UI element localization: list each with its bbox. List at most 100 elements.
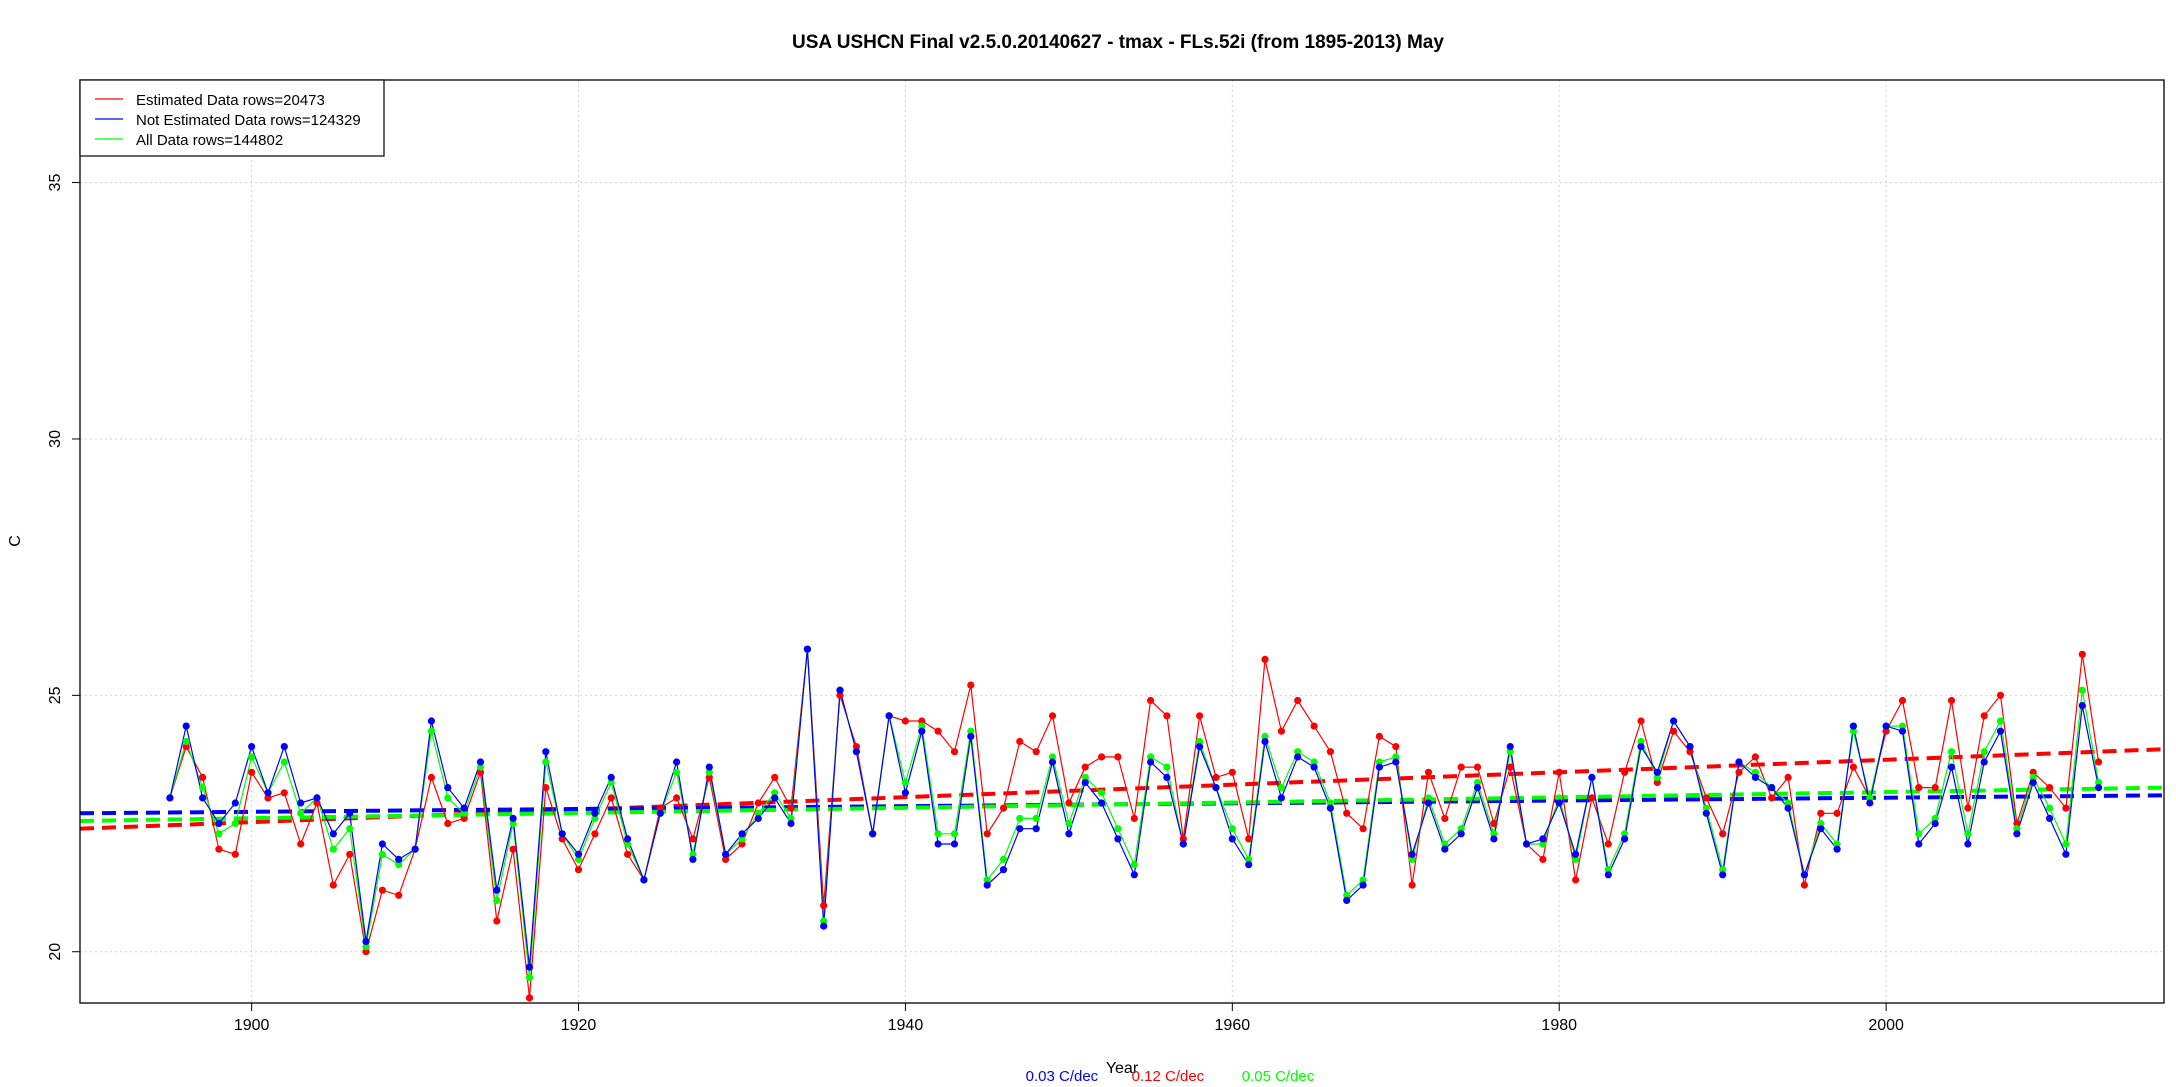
- data-point: [689, 850, 697, 858]
- data-point: [705, 768, 713, 776]
- data-point: [1212, 784, 1220, 792]
- data-point: [1784, 799, 1792, 807]
- data-point: [934, 840, 942, 848]
- data-point: [1130, 814, 1138, 823]
- data-point: [1719, 830, 1727, 838]
- data-point: [378, 850, 386, 858]
- data-point: [1833, 809, 1841, 817]
- data-point: [1898, 696, 1907, 705]
- x-tick-label: 2000: [1868, 1017, 1904, 1034]
- legend: Estimated Data rows=20473 Not Estimated …: [79, 79, 385, 157]
- data-point: [934, 830, 942, 838]
- data-point: [836, 691, 844, 699]
- data-point: [1621, 835, 1629, 843]
- data-point: [574, 855, 583, 864]
- data-point: [1719, 866, 1727, 874]
- data-point: [901, 789, 910, 797]
- data-point: [395, 891, 403, 899]
- data-point: [1048, 753, 1057, 761]
- data-point: [1179, 835, 1187, 843]
- data-point: [771, 789, 779, 797]
- data-point: [1898, 727, 1907, 735]
- data-point: [1326, 799, 1334, 807]
- data-point: [2095, 758, 2103, 766]
- data-point: [1621, 768, 1629, 776]
- data-point: [918, 717, 926, 725]
- data-point: [787, 814, 795, 823]
- data-point: [395, 855, 403, 864]
- data-point: [427, 773, 435, 782]
- data-point: [493, 886, 501, 894]
- data-point: [591, 814, 599, 823]
- data-point: [1996, 691, 2005, 699]
- legend-box: [79, 79, 385, 157]
- data-point: [1915, 840, 1923, 848]
- data-point: [738, 840, 746, 848]
- data-point: [1392, 753, 1400, 761]
- data-point: [1457, 830, 1465, 838]
- data-point: [493, 896, 501, 905]
- data-point: [1473, 763, 1482, 771]
- data-point: [1996, 717, 2005, 725]
- data-point: [1294, 696, 1302, 705]
- data-point: [607, 773, 615, 782]
- grid-layer: [80, 80, 2164, 1003]
- data-point: [1081, 778, 1089, 787]
- data-point: [820, 902, 828, 910]
- trend-label-row: 0.03 C/dec 0.12 C/dec 0.05 C/dec: [1026, 1068, 1315, 1085]
- data-point: [967, 727, 975, 735]
- data-point: [673, 758, 681, 766]
- data-point: [2013, 825, 2021, 833]
- data-point: [280, 789, 288, 797]
- data-point: [1392, 743, 1400, 751]
- data-point: [2046, 804, 2054, 812]
- data-point: [248, 753, 256, 761]
- data-point: [754, 814, 762, 823]
- data-point: [248, 743, 256, 751]
- data-point: [1490, 830, 1498, 838]
- data-point: [2013, 830, 2021, 838]
- data-point: [427, 727, 435, 735]
- data-point: [1947, 763, 1956, 771]
- data-point: [1637, 737, 1645, 746]
- series-points: [166, 645, 2103, 971]
- data-point: [1032, 814, 1040, 823]
- data-point: [673, 768, 681, 776]
- data-point: [264, 794, 272, 802]
- data-point: [558, 835, 566, 843]
- data-point: [689, 835, 697, 843]
- data-point: [1196, 712, 1204, 720]
- x-axis-label: Year: [1106, 1060, 1139, 1077]
- data-point: [1555, 768, 1563, 776]
- data-point: [1408, 855, 1416, 864]
- data-point: [1670, 727, 1678, 735]
- data-point: [738, 835, 746, 843]
- data-point: [1702, 809, 1710, 817]
- data-point: [542, 784, 550, 792]
- data-point: [705, 773, 713, 782]
- data-point: [1817, 809, 1825, 817]
- y-tick-label: 35: [47, 174, 64, 192]
- data-point: [362, 943, 370, 951]
- data-point: [1277, 727, 1285, 735]
- data-point: [1621, 830, 1629, 838]
- data-point: [1457, 825, 1465, 833]
- data-point: [1098, 789, 1106, 797]
- data-point: [1065, 819, 1073, 828]
- data-point: [1572, 855, 1580, 864]
- data-point: [297, 809, 305, 817]
- data-point: [1800, 871, 1808, 879]
- data-point: [444, 784, 452, 792]
- data-point: [231, 799, 239, 807]
- data-point: [1931, 819, 1939, 828]
- data-point: [1588, 773, 1596, 782]
- x-tick-label: 1940: [888, 1017, 924, 1034]
- data-point: [2095, 784, 2103, 792]
- data-point: [820, 917, 828, 925]
- data-point: [460, 809, 468, 817]
- y-tick-label: 20: [47, 943, 64, 961]
- y-tick-label: 30: [47, 430, 64, 448]
- data-point: [476, 758, 485, 766]
